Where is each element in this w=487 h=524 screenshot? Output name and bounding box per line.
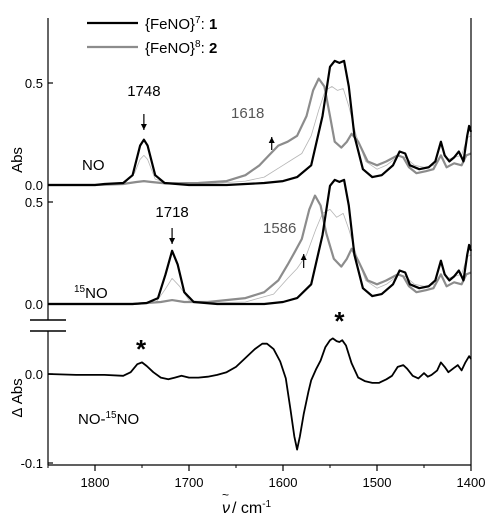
legend: {FeNO}7: 1 {FeNO}8: 2 [87,15,217,57]
x-axis-symbol: ν [222,500,230,517]
legend-entry-1: {FeNO}7: 1 [145,15,217,33]
x-tick-label: 1500 [363,475,392,490]
annotation-group: 1748 1618 1718 1586 * * [127,83,345,364]
x-tick-label: 1800 [81,475,110,490]
series-line-NO-intermediate [48,86,472,186]
legend-entry-2: {FeNO}8: 2 [145,39,217,57]
peak-arrow-head-1748 [140,124,147,130]
peak-arrow-head-1618 [268,137,275,143]
y-axis-label-abs: Abs [9,147,26,173]
peak-arrow-head-1718 [169,238,176,244]
series-line-15NO--feno-8-2 [48,194,472,306]
y-tick-label: 0.5 [25,76,43,91]
series-line-NO--feno-7-1 [48,59,473,187]
difference-marker-asterisk: * [136,334,147,364]
x-axis-symbol-tilde: ~ [222,488,229,502]
panel-label-difference: NO-15NO [78,410,139,428]
panel-label-15no: 15NO [74,284,108,302]
y-tick-group: 0.0 0.5 0.0 0.5 0.0 -0.1 [21,76,53,471]
series-line-15NO-intermediate [48,209,472,305]
peak-label-1618: 1618 [231,105,264,122]
series-line-15NO--feno-7-1 [48,178,473,306]
x-tick-label: 1600 [269,475,298,490]
y-tick-label: 0.0 [25,367,43,382]
panel-label-no: NO [82,157,105,174]
plot-area [47,59,473,451]
peak-label-1748: 1748 [127,83,160,100]
y-tick-label: 0.0 [25,297,43,312]
y-tick-label: 0.5 [25,195,43,210]
series-line-NO--feno-8-2 [48,77,472,187]
panel-15NO [48,178,473,306]
y-axis-label-delta-abs: Δ Abs [9,378,26,417]
y-tick-label: -0.1 [21,456,43,471]
peak-arrow-head-1586 [300,254,307,260]
peak-label-1718: 1718 [155,204,188,221]
x-tick-label: 1700 [175,475,204,490]
difference-marker-asterisk: * [334,306,345,336]
x-axis-unit: / cm-1 [232,499,272,517]
series-line-difference-no-15no [47,337,472,451]
peak-label-1586: 1586 [263,220,296,237]
panel-NO [48,59,473,187]
y-tick-label: 0.0 [25,178,43,193]
panel-difference [47,337,472,451]
x-tick-label: 1400 [457,475,486,490]
x-tick-group: 1800 1700 1600 1500 1400 [47,465,486,490]
